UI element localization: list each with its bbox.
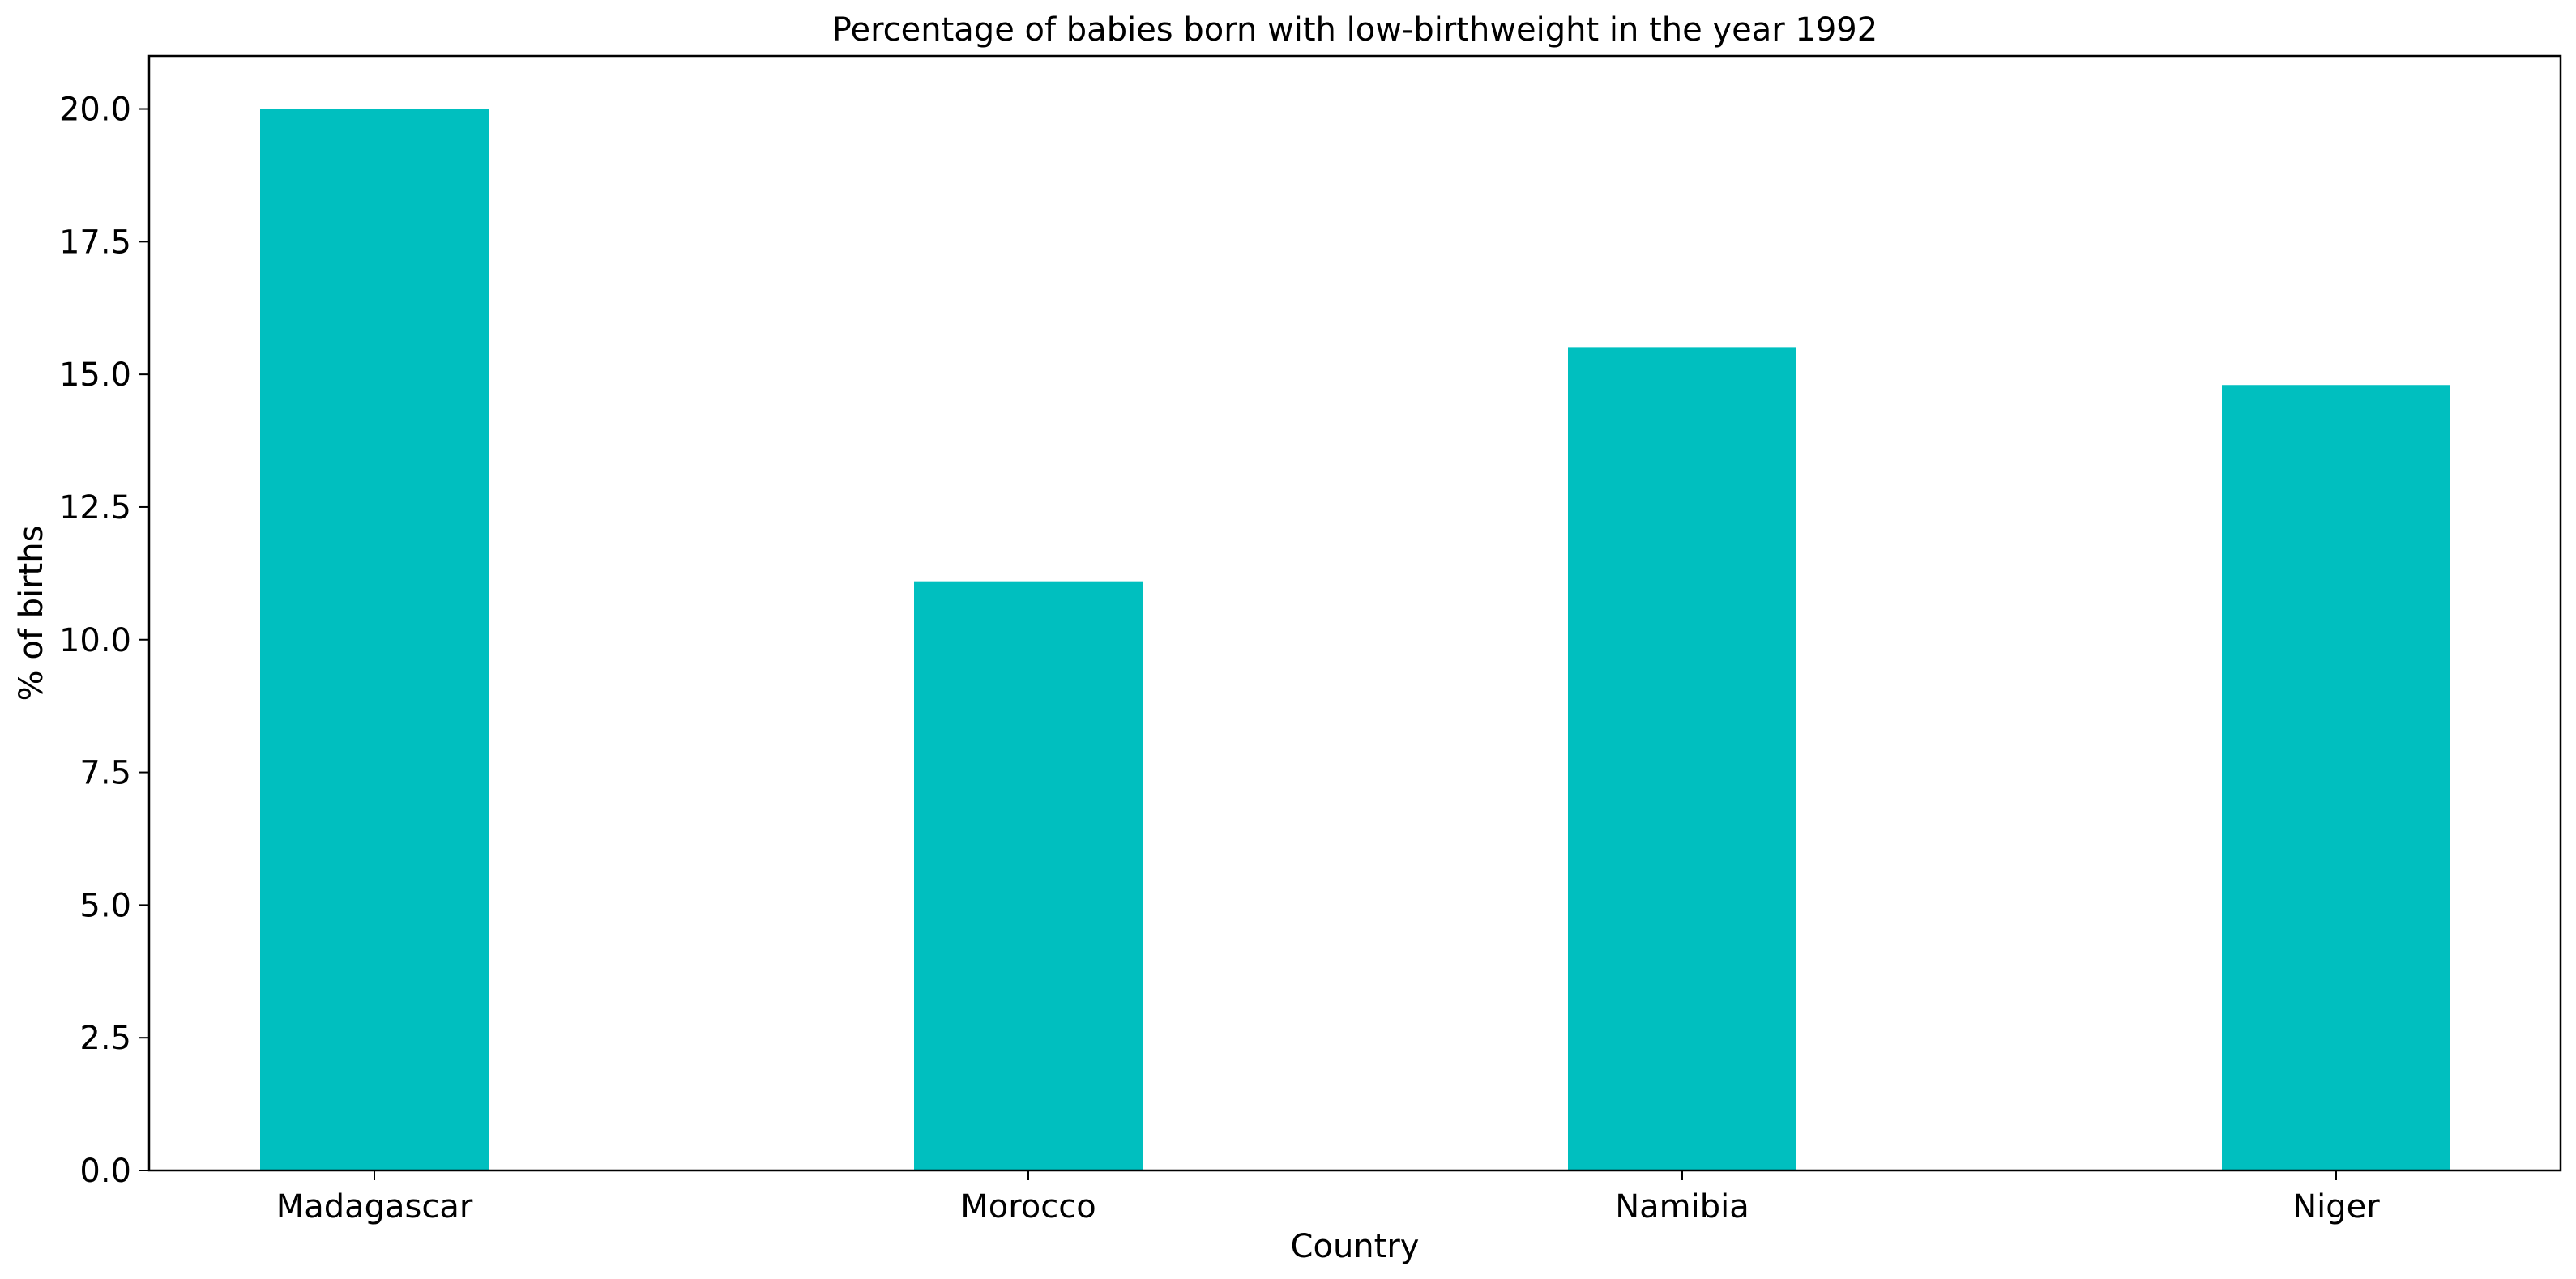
bar-madagascar — [260, 109, 489, 1170]
bar-namibia — [1568, 347, 1796, 1170]
x-axis-label: Country — [1291, 1228, 1420, 1265]
y-tick-label: 17.5 — [59, 224, 131, 261]
x-ticks-group: Madagascar Morocco Namibia Niger — [276, 1170, 2380, 1226]
y-tick-label: 12.5 — [59, 489, 131, 527]
x-tick-label: Madagascar — [276, 1188, 473, 1226]
y-tick-label: 15.0 — [59, 356, 131, 394]
chart-title: Percentage of babies born with low-birth… — [832, 11, 1878, 49]
y-tick-label: 0.0 — [79, 1153, 131, 1190]
y-tick-label: 2.5 — [79, 1020, 131, 1057]
bar-morocco — [914, 581, 1143, 1170]
x-tick-label: Namibia — [1615, 1188, 1749, 1226]
bar-niger — [2222, 385, 2450, 1170]
y-tick-label: 10.0 — [59, 622, 131, 659]
bars-group — [260, 109, 2450, 1170]
y-tick-label: 20.0 — [59, 92, 131, 129]
plot-frame — [147, 54, 2562, 1172]
x-tick-label: Niger — [2292, 1188, 2380, 1226]
y-ticks-group: 0.0 2.5 5.0 7.5 10.0 12.5 15.0 17.5 20.0 — [59, 92, 149, 1190]
x-tick-label: Morocco — [960, 1188, 1096, 1226]
y-tick-label: 5.0 — [79, 887, 131, 924]
y-axis-label: % of births — [13, 526, 50, 701]
y-tick-label: 7.5 — [79, 755, 131, 792]
